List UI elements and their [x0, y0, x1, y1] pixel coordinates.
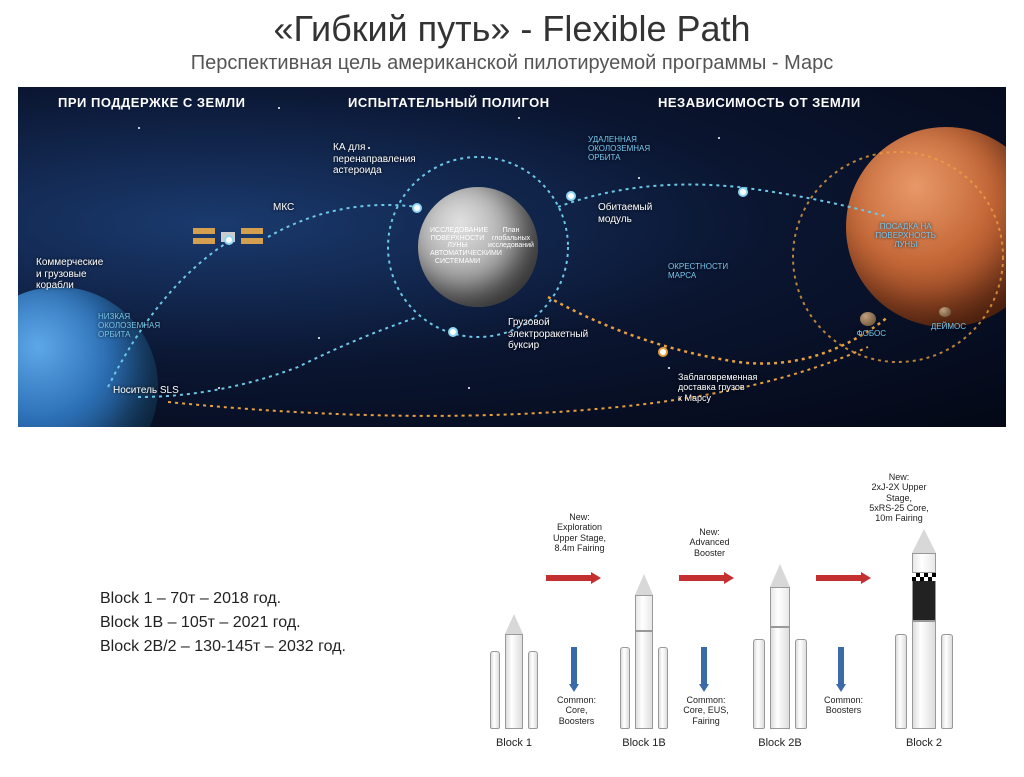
callout-common-1: Common: Core, Boosters	[549, 695, 604, 726]
label-asteroid-redirect: КА для перенаправления астероида	[333, 142, 416, 177]
callout-new-block2: New: 2xJ-2X Upper Stage, 5xRS-25 Core, 1…	[864, 472, 934, 524]
evolution-arrow-1	[546, 572, 601, 584]
evolution-arrow-2	[679, 572, 734, 584]
sls-block-specs: Block 1 – 70т – 2018 год. Block 1B – 105…	[100, 587, 346, 659]
callout-new-eus: New: Exploration Upper Stage, 8.4m Fairi…	[552, 512, 607, 553]
label-iss: МКС	[273, 202, 294, 214]
block-2-spec: Block 2B/2 – 130-145т – 2032 год.	[100, 635, 346, 659]
page-subtitle: Перспективная цель американской пилотиру…	[0, 52, 1024, 75]
flexible-path-diagram: ПРИ ПОДДЕРЖКЕ С ЗЕМЛИ ИСПЫТАТЕЛЬНЫЙ ПОЛИ…	[18, 87, 1006, 427]
phase-earth-independent: НЕЗАВИСИМОСТЬ ОТ ЗЕМЛИ	[658, 95, 861, 110]
common-arrow-2	[699, 647, 709, 692]
rocket-label-2: Block 1B	[614, 737, 674, 749]
label-deimos: ДЕЙМОС	[931, 322, 966, 331]
phase-proving-ground: ИСПЫТАТЕЛЬНЫЙ ПОЛИГОН	[348, 95, 550, 110]
sls-evolution-diagram: Block 1 New: Exploration Upper Stage, 8.…	[464, 457, 994, 757]
phobos-icon	[860, 312, 876, 326]
block-1b-spec: Block 1B – 105т – 2021 год.	[100, 611, 346, 635]
rocket-label-4: Block 2	[889, 737, 959, 749]
label-low-orbit: НИЗКАЯ ОКОЛОЗЕМНАЯ ОРБИТА	[98, 312, 160, 340]
phase-earth-support: ПРИ ПОДДЕРЖКЕ С ЗЕМЛИ	[58, 95, 246, 110]
label-predeploy: Заблаговременная доставка грузов к Марсу	[678, 372, 757, 403]
label-phobos: ФОБОС	[857, 329, 886, 338]
page-title: «Гибкий путь» - Flexible Path	[0, 0, 1024, 50]
label-sep-tug: Грузовой электроракетный буксир	[508, 317, 588, 352]
earth-icon	[18, 287, 158, 427]
rocket-block-2b	[749, 564, 811, 729]
label-habitat: Обитаемый модуль	[598, 202, 652, 225]
rocket-block-1	[484, 614, 544, 729]
label-global-plan: План глобальных исследований	[486, 227, 536, 250]
label-sls: Носитель SLS	[113, 385, 179, 397]
callout-common-3: Common: Boosters	[816, 695, 871, 716]
label-distant-orbit: УДАЛЕННАЯ ОКОЛОЗЕМНАЯ ОРБИТА	[588, 135, 650, 163]
evolution-arrow-3	[816, 572, 871, 584]
rocket-label-3: Block 2B	[749, 737, 811, 749]
block-1-spec: Block 1 – 70т – 2018 год.	[100, 587, 346, 611]
label-commercial-cargo: Коммерческие и грузовые корабли	[36, 257, 103, 292]
callout-new-booster: New: Advanced Booster	[682, 527, 737, 558]
rocket-block-1b	[614, 574, 674, 729]
callout-common-2: Common: Core, EUS, Fairing	[676, 695, 736, 726]
label-moon-landing: ПОСАДКА НА ПОВЕРХНОСТЬ ЛУНЫ	[875, 222, 936, 250]
rocket-label-1: Block 1	[484, 737, 544, 749]
label-mars-vicinity: ОКРЕСТНОСТИ МАРСА	[668, 262, 728, 280]
rocket-block-2	[889, 529, 959, 729]
bottom-section: Block 1 – 70т – 2018 год. Block 1B – 105…	[0, 457, 1024, 777]
label-moon-surface: ИССЛЕДОВАНИЕ ПОВЕРХНОСТИ ЛУНЫ АВТОМАТИЧЕ…	[430, 227, 485, 265]
deimos-icon	[939, 307, 951, 317]
common-arrow-1	[569, 647, 579, 692]
common-arrow-3	[836, 647, 846, 692]
